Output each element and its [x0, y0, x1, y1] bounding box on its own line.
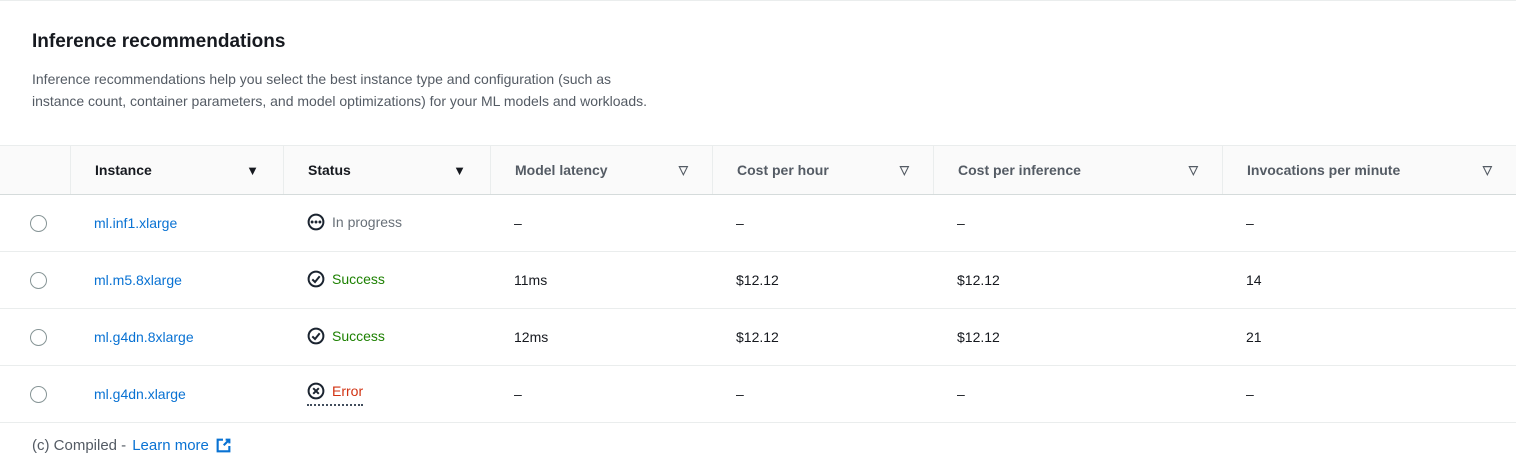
- external-link-icon: [216, 438, 231, 453]
- row-select-cell: [0, 271, 70, 289]
- status-badge: Success: [307, 327, 385, 345]
- cost-per-hour-cell: –: [736, 386, 744, 402]
- row-select-radio[interactable]: [30, 271, 47, 289]
- column-label-model-latency: Model latency: [515, 162, 608, 178]
- table-header-row: Instance ▼ Status ▼ Model latency ▽ Cost…: [0, 145, 1516, 195]
- instance-cell: ml.g4dn.xlarge: [70, 386, 283, 402]
- status-label: In progress: [332, 213, 403, 230]
- column-label-instance: Instance: [95, 162, 152, 178]
- sort-filter-icon[interactable]: ▽: [899, 163, 909, 177]
- panel-description-line-1: Inference recommendations help you selec…: [32, 71, 612, 87]
- table-row: ml.g4dn.8xlarge Success 12ms $12.12 $12.…: [0, 309, 1516, 366]
- check-circle-icon: [307, 327, 325, 344]
- instance-cell: ml.g4dn.8xlarge: [70, 329, 283, 345]
- learn-more-label: Learn more: [132, 437, 209, 454]
- column-header-cost-per-hour[interactable]: Cost per hour ▽: [712, 146, 933, 194]
- recommendations-table: Instance ▼ Status ▼ Model latency ▽ Cost…: [0, 145, 1516, 423]
- column-label-cost-per-inference: Cost per inference: [958, 162, 1081, 178]
- column-label-invocations-per-minute: Invocations per minute: [1247, 162, 1401, 178]
- cost-per-hour-cell: $12.12: [736, 272, 779, 288]
- instance-link[interactable]: ml.inf1.xlarge: [94, 215, 178, 231]
- model-latency-cell: 12ms: [514, 329, 549, 345]
- sort-filter-icon[interactable]: ▼: [453, 162, 466, 178]
- status-cell: Success: [283, 270, 490, 291]
- column-label-status: Status: [308, 162, 351, 178]
- column-header-model-latency[interactable]: Model latency ▽: [490, 146, 712, 194]
- column-header-status[interactable]: Status ▼: [283, 146, 490, 194]
- column-header-instance[interactable]: Instance ▼: [70, 146, 283, 194]
- row-select-radio[interactable]: [30, 385, 47, 403]
- row-select-radio[interactable]: [30, 328, 47, 346]
- page-title: Inference recommendations: [32, 31, 286, 52]
- cost-per-hour-cell: $12.12: [736, 329, 779, 345]
- sort-filter-icon[interactable]: ▼: [246, 162, 259, 178]
- table-row: ml.m5.8xlarge Success 11ms $12.12 $12.12…: [0, 252, 1516, 309]
- model-latency-cell: 11ms: [514, 272, 548, 288]
- status-badge: In progress: [307, 213, 402, 231]
- cost-per-hour-cell: –: [736, 215, 744, 231]
- status-label: Error: [332, 383, 364, 399]
- ellipsis-circle-icon: [307, 213, 325, 230]
- select-all-header-cell: [0, 146, 70, 194]
- instance-link[interactable]: ml.g4dn.8xlarge: [94, 329, 194, 345]
- invocations-per-minute-cell: 21: [1246, 329, 1262, 345]
- invocations-per-minute-cell: –: [1246, 215, 1254, 231]
- row-select-cell: [0, 328, 70, 346]
- cost-per-inference-cell: $12.12: [957, 329, 1000, 345]
- table-row: ml.inf1.xlarge In progress – – – –: [0, 195, 1516, 252]
- instance-cell: ml.m5.8xlarge: [70, 272, 283, 288]
- column-header-cost-per-inference[interactable]: Cost per inference ▽: [933, 146, 1222, 194]
- learn-more-link[interactable]: Learn more: [132, 437, 232, 454]
- panel-description: Inference recommendations help you selec…: [32, 68, 1484, 112]
- panel-footer: (c) Compiled - Learn more: [0, 423, 1516, 454]
- cost-per-inference-cell: –: [957, 386, 965, 402]
- model-latency-cell: –: [514, 386, 522, 402]
- sort-filter-icon[interactable]: ▽: [1188, 163, 1198, 177]
- row-select-cell: [0, 385, 70, 403]
- status-cell: In progress: [283, 213, 490, 234]
- instance-cell: ml.inf1.xlarge: [70, 215, 283, 231]
- compiled-note: (c) Compiled -: [32, 437, 127, 454]
- column-header-invocations-per-minute[interactable]: Invocations per minute ▽: [1222, 146, 1516, 194]
- panel-header: Inference recommendations Inference reco…: [0, 1, 1516, 112]
- invocations-per-minute-cell: –: [1246, 386, 1254, 402]
- instance-link[interactable]: ml.g4dn.xlarge: [94, 386, 186, 402]
- status-badge: Success: [307, 270, 385, 288]
- status-label: Success: [332, 327, 385, 344]
- panel-description-line-2: instance count, container parameters, an…: [32, 93, 648, 109]
- sort-filter-icon[interactable]: ▽: [678, 163, 688, 177]
- status-label: Success: [332, 270, 385, 287]
- sort-filter-icon[interactable]: ▽: [1482, 163, 1492, 177]
- cost-per-inference-cell: $12.12: [957, 272, 1000, 288]
- row-select-cell: [0, 214, 70, 232]
- invocations-per-minute-cell: 14: [1246, 272, 1262, 288]
- cost-per-inference-cell: –: [957, 215, 965, 231]
- table-row: ml.g4dn.xlarge Error – – – –: [0, 366, 1516, 423]
- status-cell: Error: [283, 382, 490, 406]
- column-label-cost-per-hour: Cost per hour: [737, 162, 829, 178]
- check-circle-icon: [307, 270, 325, 287]
- instance-link[interactable]: ml.m5.8xlarge: [94, 272, 182, 288]
- model-latency-cell: –: [514, 215, 522, 231]
- status-cell: Success: [283, 327, 490, 348]
- row-select-radio[interactable]: [30, 214, 47, 232]
- status-badge[interactable]: Error: [307, 382, 364, 406]
- x-circle-icon: [307, 382, 325, 400]
